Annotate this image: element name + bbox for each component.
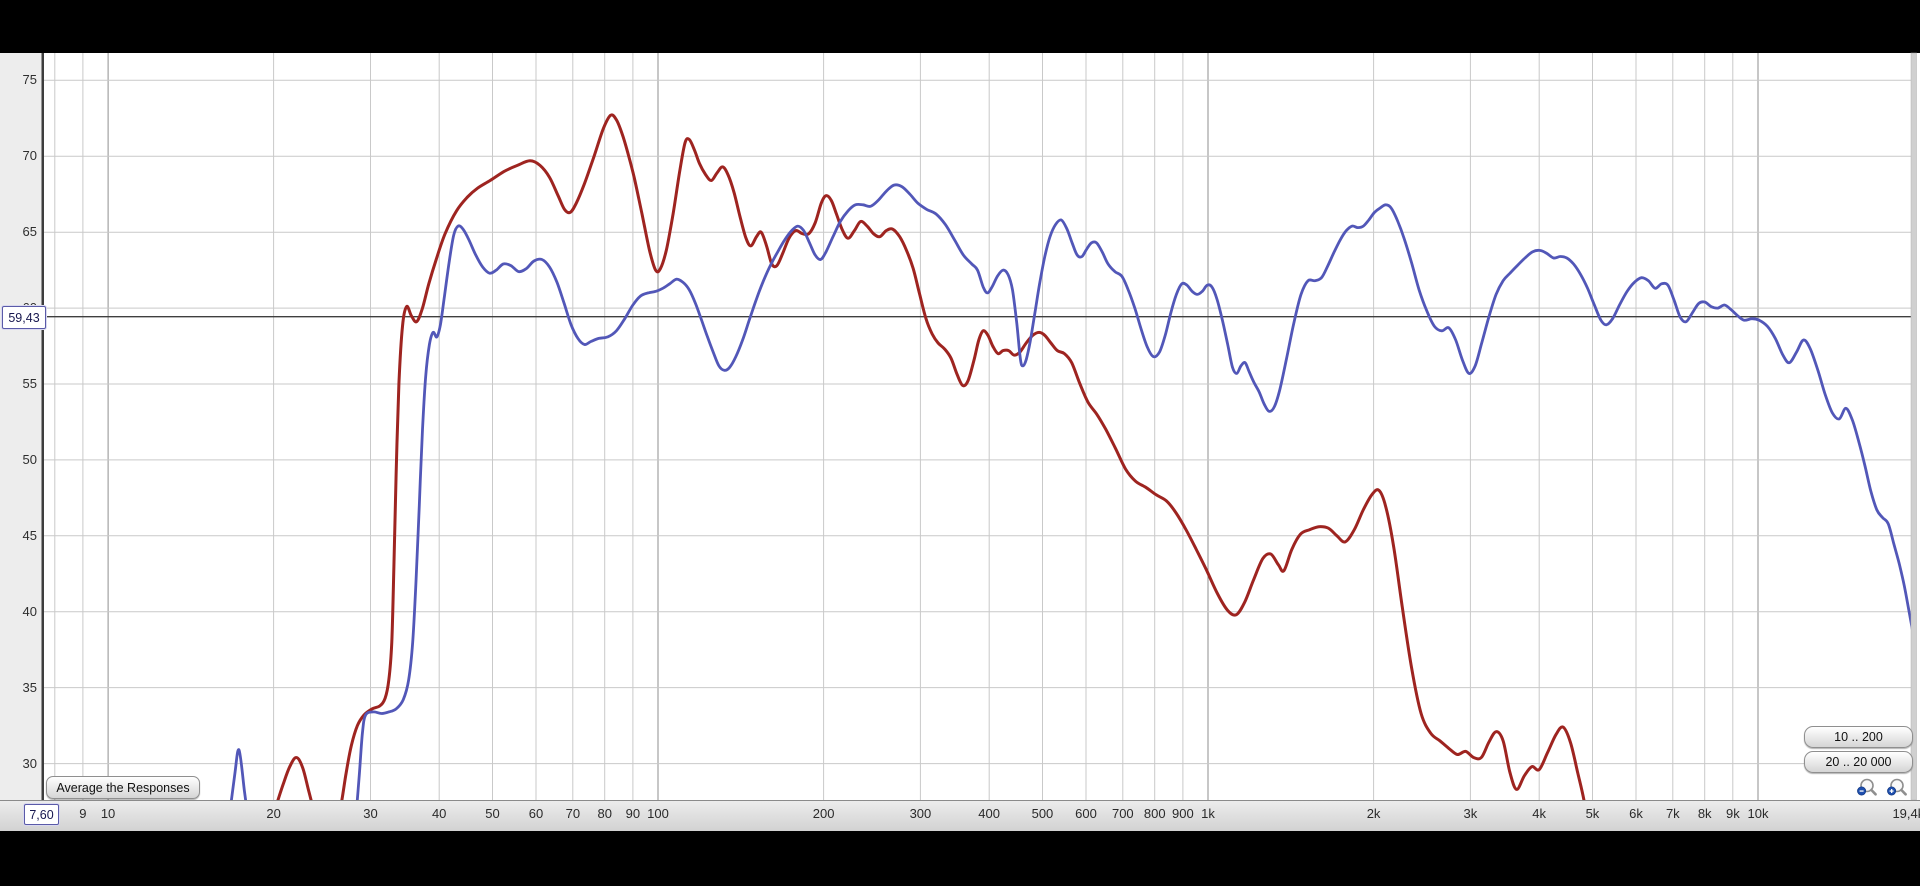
average-responses-button[interactable]: Average the Responses: [46, 776, 200, 799]
x-tick-label: 400: [978, 806, 1000, 821]
x-tick-label: 3k: [1463, 806, 1478, 821]
x-tick-label: 40: [431, 806, 447, 821]
x-tick-label: 5k: [1585, 806, 1600, 821]
y-tick-label: 50: [22, 451, 37, 467]
x-tick-label: 8k: [1697, 806, 1712, 821]
x-tick-label: 9k: [1725, 806, 1740, 821]
x-tick-label: 300: [909, 806, 932, 821]
x-tick-label: 2k: [1366, 806, 1381, 821]
plot-background: [0, 53, 1920, 800]
x-tick-label: 80: [597, 806, 612, 821]
y-tick-label: 70: [22, 148, 37, 164]
y-tick-label: 75: [22, 72, 37, 88]
y-tick-label: 35: [22, 679, 37, 695]
x-tick-label: 4k: [1532, 806, 1546, 821]
x-tick-label: 100: [647, 806, 669, 821]
cursor-frequency-readout[interactable]: 7,60: [24, 804, 59, 825]
y-axis-sidebar: [0, 53, 42, 800]
x-tick-label: 600: [1075, 806, 1097, 821]
x-tick-label: 6k: [1629, 806, 1643, 821]
x-tick-label: 9: [79, 806, 87, 821]
cursor-level-readout[interactable]: 59,43: [2, 306, 46, 329]
top-black-bar: [0, 0, 1920, 53]
x-tick-label: 1k: [1201, 806, 1215, 821]
x-tick-label: 30: [363, 806, 378, 821]
x-tick-label: 500: [1031, 806, 1054, 821]
x-tick-label: 60: [528, 806, 544, 821]
x-tick-label: 200: [812, 806, 835, 821]
x-tick-label: 90: [625, 806, 641, 821]
y-tick-label: 45: [22, 527, 37, 543]
x-tick-label: 50: [485, 806, 500, 821]
x-axis-strip: 9 10 20 30 40 50 60 70 80 90 100 200 300 400 500 600 700…: [0, 800, 1920, 831]
x-tick-label: 800: [1143, 806, 1166, 821]
y-tick-label: 30: [22, 755, 37, 771]
x-tick-label: 10k: [1747, 806, 1769, 821]
x-tick-label: 700: [1111, 806, 1134, 821]
x-tick-label: 7k: [1665, 806, 1680, 821]
y-tick-label: 65: [22, 224, 37, 240]
zoom-out-button[interactable]: [1856, 777, 1878, 799]
x-tick-label: 10: [100, 806, 116, 821]
x-tick-label: 19,4kHz: [1892, 806, 1920, 821]
zoom-out-icon: [1857, 778, 1877, 796]
y-tick-label: 40: [22, 603, 37, 619]
zoom-in-icon: [1887, 778, 1907, 796]
bottom-black-bar: [0, 831, 1920, 886]
x-tick-label: 20: [266, 806, 281, 821]
y-tick-label: 55: [22, 375, 37, 391]
zoom-in-button[interactable]: [1886, 777, 1908, 799]
range-20-20000-button[interactable]: 20 .. 20 000: [1804, 751, 1913, 773]
range-10-200-button[interactable]: 10 .. 200: [1804, 726, 1913, 748]
x-tick-label: 70: [565, 806, 581, 821]
x-tick-label: 900: [1172, 806, 1194, 821]
